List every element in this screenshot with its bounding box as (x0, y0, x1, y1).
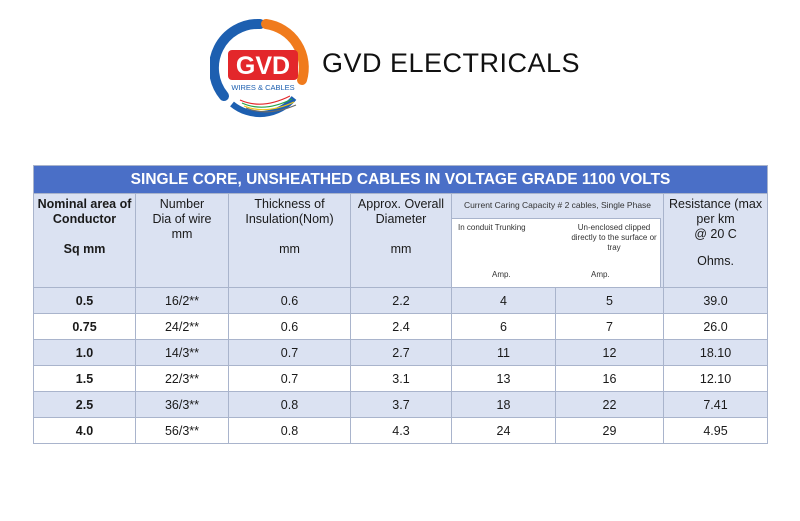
cell-diameter: 2.4 (350, 313, 452, 340)
cell-conduit: 18 (451, 391, 556, 418)
cell-wires: 24/2** (135, 313, 229, 340)
cell-wires: 56/3** (135, 417, 229, 444)
cell-wires: 36/3** (135, 391, 229, 418)
cell-resistance: 26.0 (662, 313, 769, 340)
table-row: 1.5 22/3** 0.7 3.1 13 16 12.10 (33, 365, 769, 392)
logo-subtitle: WIRES & CABLES (231, 83, 294, 92)
cell-diameter: 2.7 (350, 339, 452, 366)
cell-conduit: 24 (451, 417, 556, 444)
capacity-conduit-label: In conduit Trunking (458, 223, 526, 232)
cell-size: 0.5 (33, 287, 136, 314)
cell-conduit: 6 (451, 313, 556, 340)
capacity-clipped-line1: Un-enclosed clipped (577, 223, 651, 232)
table-row: 0.75 24/2** 0.6 2.4 6 7 26.0 (33, 313, 769, 340)
header-diameter-line2: Diameter (375, 212, 427, 226)
cell-resistance: 12.10 (662, 365, 769, 392)
cell-resistance: 7.41 (662, 391, 769, 418)
cell-wires: 16/2** (135, 287, 229, 314)
header-thickness-line1: Thickness of (254, 197, 325, 211)
header-diameter-unit: mm (390, 242, 412, 256)
cell-insulation: 0.8 (228, 417, 351, 444)
header-number-dia-line1: Number (159, 197, 205, 211)
table-row: 2.5 36/3** 0.8 3.7 18 22 7.41 (33, 391, 769, 418)
cell-size: 2.5 (33, 391, 136, 418)
header-nominal-area-line1: Nominal area of (37, 197, 132, 211)
gvd-logo: GVD WIRES & CABLES (210, 18, 309, 118)
capacity-title: Current Caring Capacity # 2 cables, Sing… (463, 200, 652, 210)
cable-spec-table: SINGLE CORE, UNSHEATHED CABLES IN VOLTAG… (32, 165, 769, 444)
capacity-subheader-box: In conduit Trunking Un-enclosed clipped … (452, 218, 661, 287)
cell-diameter: 3.7 (350, 391, 452, 418)
table-row: 0.5 16/2** 0.6 2.2 4 5 39.0 (33, 287, 769, 314)
capacity-clipped-line3: tray (607, 243, 621, 252)
header-nominal-area-line2: Conductor (52, 212, 117, 226)
header-diameter-line1: Approx. Overall (357, 197, 445, 211)
cell-wires: 14/3** (135, 339, 229, 366)
header-diameter: Approx. Overall Diameter mm (350, 193, 452, 288)
cell-conduit: 13 (451, 365, 556, 392)
cell-diameter: 4.3 (350, 417, 452, 444)
cell-size: 1.5 (33, 365, 136, 392)
cell-size: 1.0 (33, 339, 136, 366)
cell-diameter: 2.2 (350, 287, 452, 314)
table-row: 4.0 56/3** 0.8 4.3 24 29 4.95 (33, 417, 769, 444)
header-resistance-unit: Ohms. (697, 254, 734, 268)
cell-conduit: 4 (451, 287, 556, 314)
cell-insulation: 0.6 (228, 313, 351, 340)
header-thickness-line2: Insulation(Nom) (245, 212, 334, 226)
cell-clipped: 22 (555, 391, 664, 418)
header-resistance-line2: per km (696, 212, 735, 226)
header-nominal-area-unit: Sq mm (63, 242, 106, 256)
header-number-dia-line2: Dia of wire (152, 212, 212, 226)
cell-clipped: 16 (555, 365, 664, 392)
cell-size: 0.75 (33, 313, 136, 340)
cell-insulation: 0.6 (228, 287, 351, 314)
table-row: 1.0 14/3** 0.7 2.7 11 12 18.10 (33, 339, 769, 366)
cell-resistance: 39.0 (662, 287, 769, 314)
capacity-clipped-unit: Amp. (591, 270, 610, 279)
header-number-dia: Number Dia of wire mm (135, 193, 229, 288)
brand-name: GVD ELECTRICALS (322, 48, 581, 78)
cell-clipped: 29 (555, 417, 664, 444)
capacity-clipped-line2: directly to the surface or (571, 233, 657, 242)
logo-letters: GVD (236, 52, 290, 80)
cell-diameter: 3.1 (350, 365, 452, 392)
cell-clipped: 5 (555, 287, 664, 314)
cell-resistance: 18.10 (662, 339, 769, 366)
header-thickness: Thickness of Insulation(Nom) mm (228, 193, 351, 288)
header-resistance-line1: Resistance (max (668, 197, 763, 211)
cell-wires: 22/3** (135, 365, 229, 392)
cell-clipped: 7 (555, 313, 664, 340)
cell-insulation: 0.7 (228, 339, 351, 366)
header-current-capacity: Current Caring Capacity # 2 cables, Sing… (451, 193, 664, 288)
page-header: GVD WIRES & CABLES GVD ELECTRICALS (210, 18, 610, 118)
cell-resistance: 4.95 (662, 417, 769, 444)
header-thickness-unit: mm (279, 242, 300, 256)
cell-insulation: 0.8 (228, 391, 351, 418)
capacity-conduit-unit: Amp. (492, 270, 511, 279)
table-title: SINGLE CORE, UNSHEATHED CABLES IN VOLTAG… (32, 165, 769, 194)
cell-insulation: 0.7 (228, 365, 351, 392)
capacity-clipped-label: Un-enclosed clipped directly to the surf… (562, 223, 666, 253)
cell-conduit: 11 (451, 339, 556, 366)
cell-size: 4.0 (33, 417, 136, 444)
header-nominal-area: Nominal area of Conductor Sq mm (33, 193, 136, 288)
header-resistance-line3: @ 20 C (694, 227, 737, 241)
header-resistance: Resistance (max per km @ 20 C Ohms. (662, 193, 769, 288)
cell-clipped: 12 (555, 339, 664, 366)
header-number-dia-unit: mm (171, 227, 193, 241)
